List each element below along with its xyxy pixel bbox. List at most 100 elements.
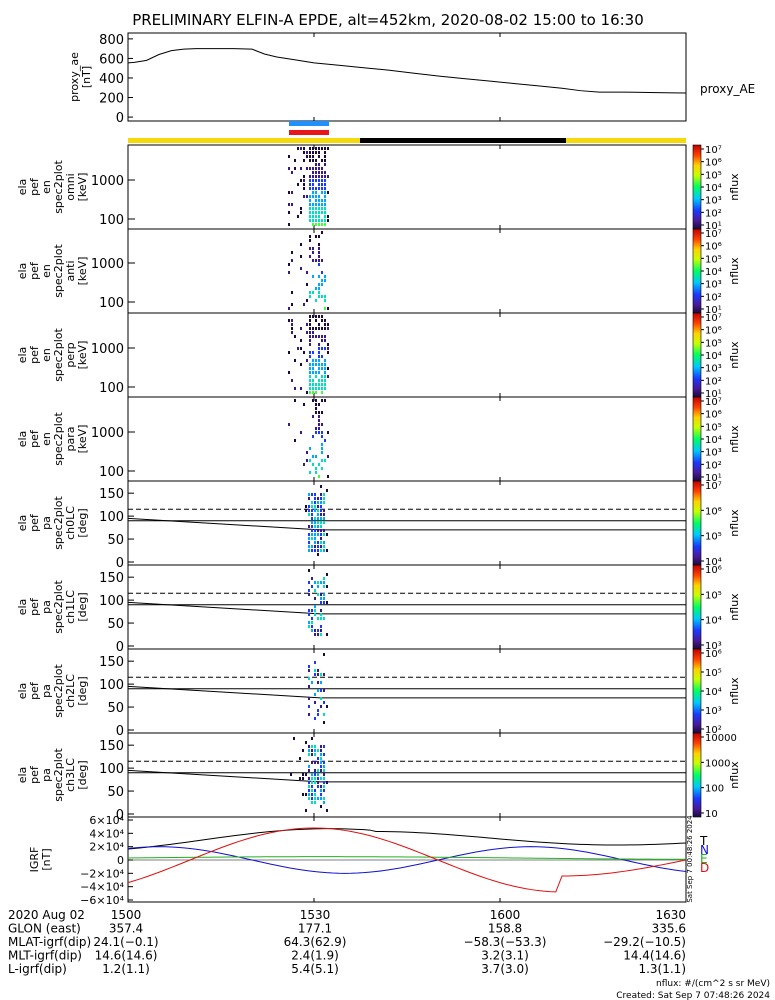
spectrogram-cell: [306, 359, 308, 362]
spectrogram-cell: [318, 343, 320, 346]
spectrogram-cell: [314, 505, 316, 508]
spectrogram-cell: [318, 215, 320, 218]
spectrogram-cell: [314, 661, 316, 664]
spectrogram-cell: [308, 797, 310, 800]
spectrogram-cell: [312, 219, 314, 222]
panel-pitch-angle: 0 50 100 150 ela pef pa spec2plot ch1LC [deg] 10³ 1…: [16, 564, 741, 655]
y-axis-label: spec2plot: [52, 160, 65, 214]
spectrogram-cell: [315, 403, 317, 406]
spectrogram-cell: [311, 529, 313, 532]
spectrogram-cell: [288, 371, 290, 374]
y-axis-label: ch2LC: [64, 674, 77, 708]
spectrogram-cell: [324, 347, 326, 350]
spectrogram-cell: [321, 183, 323, 186]
spectrogram-cell: [311, 777, 313, 780]
spectrogram-cell: [309, 471, 311, 474]
spectrogram-cell: [321, 443, 323, 446]
spectrogram-cell: [317, 797, 319, 800]
spectrogram-cell: [317, 629, 319, 632]
spectrogram-cell: [320, 541, 322, 544]
loss-cone-line: [127, 685, 686, 699]
colorbar-tick-label: 10⁴: [705, 616, 722, 627]
spectrogram-cell: [308, 625, 310, 628]
spectrogram-cell: [324, 159, 326, 162]
spectrogram-cell: [311, 509, 313, 512]
spectrogram-cell: [317, 517, 319, 520]
spectrogram-cell: [320, 593, 322, 596]
spectrogram-cell: [306, 151, 308, 154]
colorbar-label: nflux: [728, 509, 741, 537]
spectrogram-cell: [309, 327, 311, 330]
spectrogram-cell: [318, 387, 320, 390]
spectrogram-cell: [317, 549, 319, 552]
spectrogram-cell: [324, 439, 326, 442]
spectrogram-cell: [315, 327, 317, 330]
spectrogram-cell: [318, 475, 320, 478]
spectrogram-cell: [318, 419, 320, 422]
spectrogram-cell: [318, 195, 320, 198]
spectrogram-cell: [318, 167, 320, 170]
spectrogram-cell: [317, 553, 319, 556]
spectrogram-cell: [311, 681, 313, 684]
spectrogram-cell: [321, 179, 323, 182]
spectrogram-cell: [303, 183, 305, 186]
spectrogram-cell: [291, 319, 293, 322]
y-axis-label: spec2plot: [52, 496, 65, 550]
y-tick-label: 50: [107, 533, 124, 548]
y-axis-label: IGRF: [28, 847, 41, 873]
spectrogram-cell: [314, 605, 316, 608]
spectrogram-cell: [317, 497, 319, 500]
spectrogram-cell: [309, 155, 311, 158]
spectrogram-cell: [318, 211, 320, 214]
colorbar-tick-label: 1000: [705, 758, 730, 769]
spectrogram-cell: [312, 367, 314, 370]
spectrogram-cell: [320, 705, 322, 708]
spectrogram-cell: [323, 493, 325, 496]
spectrogram-cell: [324, 207, 326, 210]
spectrogram-cell: [315, 411, 317, 414]
spectrogram-cell: [327, 347, 329, 350]
spectrogram-cell: [312, 223, 314, 226]
spectrogram-cell: [315, 191, 317, 194]
spectrogram-cell: [315, 371, 317, 374]
spectrogram-cell: [311, 617, 313, 620]
spectrogram-cell: [311, 513, 313, 516]
y-tick-label: −6×10⁴: [80, 894, 124, 907]
spectrogram-cell: [306, 155, 308, 158]
spectrogram-cell: [314, 745, 316, 748]
spectrogram-cell: [294, 359, 296, 362]
spectrogram-cell: [323, 753, 325, 756]
spectrogram-cell: [317, 713, 319, 716]
spectrogram-cell: [321, 187, 323, 190]
spectrogram-cell: [302, 793, 304, 796]
spectrogram-cell: [314, 789, 316, 792]
spectrogram-cell: [323, 517, 325, 520]
spectrogram-cell: [320, 797, 322, 800]
spectrogram-cell: [308, 505, 310, 508]
spectrogram-cell: [312, 175, 314, 178]
spectrogram-cell: [318, 355, 320, 358]
y-axis-label: spec2plot: [52, 412, 65, 466]
ephemeris-value: 64.3(62.9): [284, 935, 347, 949]
spectrogram-cell: [315, 223, 317, 226]
y-tick-label: 100: [99, 678, 124, 693]
spectrogram-cell: [318, 203, 320, 206]
spectrogram-cell: [327, 175, 329, 178]
spectrogram-cell: [302, 773, 304, 776]
spectrogram-cell: [318, 415, 320, 418]
spectrogram-cell: [324, 187, 326, 190]
spectrogram-cell: [308, 777, 310, 780]
spectrogram-cell: [318, 431, 320, 434]
spectrogram-cell: [314, 497, 316, 500]
spectrogram-cell: [308, 509, 310, 512]
spectrogram-cell: [314, 777, 316, 780]
spectrogram-cell: [320, 533, 322, 536]
spectrogram-cell: [300, 347, 302, 350]
spectrogram-cell: [318, 327, 320, 330]
y-tick-label: 50: [107, 617, 124, 632]
y-axis-label: proxy_ae: [68, 52, 81, 102]
spectrogram-cell: [303, 159, 305, 162]
spectrogram-cell: [326, 601, 328, 604]
legend-label: D: [700, 861, 709, 875]
spectrogram-cell: [320, 517, 322, 520]
